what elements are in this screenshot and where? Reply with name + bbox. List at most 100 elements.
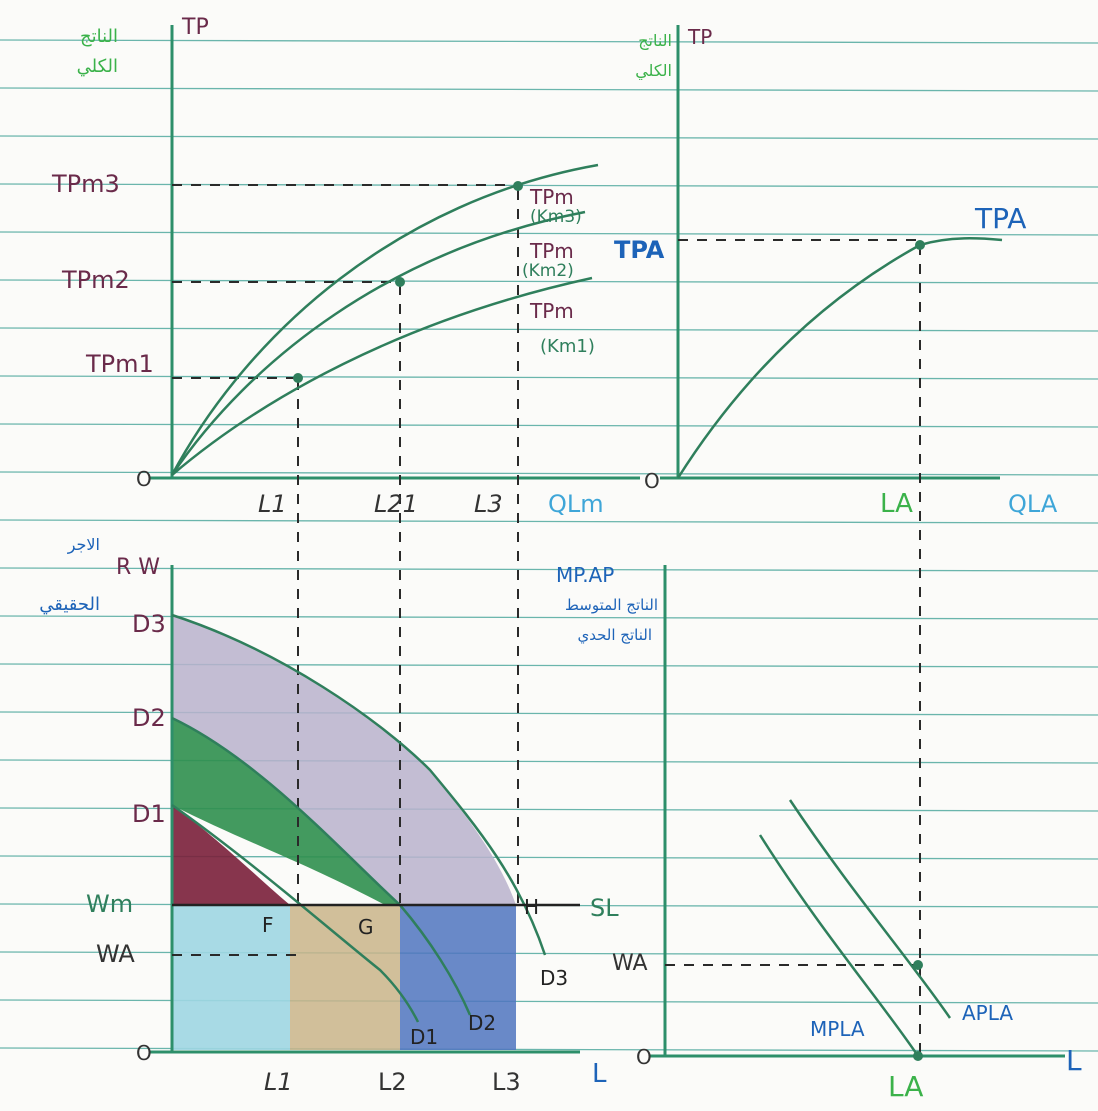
- bl-y-axis-label-ar-1: الاجر: [67, 535, 100, 555]
- br-y-axis-label-ar-2: الناتج الحدي: [578, 626, 653, 645]
- point-tpa: [915, 240, 925, 250]
- supply-label: SL: [590, 894, 619, 922]
- bl-y-tick-d1: D1: [132, 800, 166, 828]
- tr-x-axis-label: QLA: [1008, 490, 1058, 518]
- bl-x-tick-l1: L1: [264, 1068, 293, 1096]
- ruled-line: [0, 519, 1098, 524]
- tr-y-tick-tpa: TPA: [614, 236, 665, 264]
- ruled-line: [0, 135, 1098, 140]
- curve-label-km1-1: TPm: [529, 299, 574, 323]
- labels-top-right: TP الناتج الكلي TPA TPA O LA QLA: [614, 25, 1058, 519]
- region-tan: [290, 905, 400, 1050]
- curve-label-mpla: MPLA: [810, 1017, 865, 1041]
- br-y-axis-label: MP.AP: [556, 563, 614, 587]
- demand-label-d3: D3: [540, 966, 568, 990]
- curve-tpm-km2: [170, 210, 586, 476]
- ruled-line: [0, 471, 1098, 476]
- br-x-axis-label: L: [1066, 1044, 1082, 1077]
- labels-bottom-left: R W الاجر الحقيقي D3 D2 D1 Wm WA O L1 L2…: [39, 535, 619, 1096]
- ruled-line: [0, 375, 1098, 380]
- bl-y-tick-wm: Wm: [86, 890, 133, 918]
- curve-demand-d3: [171, 613, 547, 956]
- ruled-line: [0, 855, 1098, 860]
- ruled-line: [0, 423, 1098, 428]
- curve-label-km3-2: (Km3): [530, 207, 582, 227]
- curve-demand-d1: [171, 803, 420, 1023]
- ruled-line: [0, 951, 1098, 956]
- tr-y-axis-label-ar-2: الكلي: [635, 61, 672, 81]
- bl-x-tick-l3: L3: [492, 1068, 521, 1096]
- curve-label-km2-1: TPm: [529, 239, 574, 263]
- tr-origin: O: [644, 469, 660, 493]
- ruled-line: [0, 615, 1098, 620]
- tl-x-tick-l21: L21: [374, 490, 418, 518]
- ruled-line: [0, 279, 1098, 284]
- demand-label-d2: D2: [468, 1011, 496, 1035]
- curve-tpa: [676, 237, 1003, 479]
- bl-origin: O: [136, 1041, 152, 1065]
- point-la: [913, 1051, 923, 1061]
- tl-y-tick-tpm2: TPm2: [61, 266, 130, 294]
- curve-label-km2-2: (Km2): [522, 261, 574, 281]
- br-x-tick-la: LA: [888, 1070, 923, 1103]
- region-cyan: [172, 905, 290, 1050]
- point-label-h: H: [524, 895, 539, 919]
- bl-y-axis-label: R W: [116, 555, 160, 580]
- shaded-regions: [172, 615, 516, 1050]
- curve-label-apla: APLA: [962, 1001, 1013, 1025]
- curve-tpm-km1: [171, 276, 593, 476]
- tl-x-axis-label: QLm: [548, 490, 604, 518]
- tl-y-tick-tpm3: TPm3: [51, 170, 120, 198]
- point-wa: [913, 960, 923, 970]
- curve-mpla: [758, 834, 920, 1057]
- tl-y-axis-label-ar-1: الناتج: [80, 26, 118, 47]
- tr-x-tick-la: LA: [880, 489, 913, 519]
- points: [293, 181, 925, 1061]
- labels-bottom-right: MP.AP الناتج المتوسط الناتج الحدي WA O L…: [556, 563, 1082, 1103]
- tl-y-axis-label: TP: [181, 15, 209, 40]
- tl-y-tick-tpm1: TPm1: [85, 350, 154, 378]
- axes: [150, 25, 1065, 1058]
- dashed-guides: [172, 184, 921, 1056]
- br-origin: O: [636, 1045, 652, 1069]
- ruled-line: [0, 87, 1098, 92]
- curve-demand-d2: [171, 716, 472, 1016]
- ruled-line: [0, 567, 1098, 572]
- point-tpm1: [293, 373, 303, 383]
- bl-x-axis-label: L: [592, 1059, 607, 1089]
- ruled-line: [0, 39, 1098, 44]
- tl-origin: O: [136, 467, 152, 491]
- tl-y-axis-label-ar-2: الكلي: [77, 56, 118, 77]
- bl-y-axis-label-ar-2: الحقيقي: [39, 594, 100, 615]
- bl-y-tick-d2: D2: [132, 704, 166, 732]
- region-purple-grey: [172, 615, 516, 905]
- region-green: [172, 718, 400, 905]
- tr-y-axis-label: TP: [687, 25, 712, 49]
- ruled-line: [0, 231, 1098, 236]
- labels-top-left: TP الناتج الكلي TPm3 TPm2 TPm1 O L1 L21 …: [51, 15, 604, 518]
- demand-label-d1: D1: [410, 1025, 438, 1049]
- bl-x-tick-l2: L2: [378, 1068, 407, 1096]
- point-label-f: F: [262, 913, 274, 937]
- ruled-line: [0, 999, 1098, 1004]
- tr-curve-label-tpa: TPA: [974, 202, 1026, 235]
- tl-x-tick-l1: L1: [258, 490, 287, 518]
- curve-label-km1-2: (Km1): [540, 336, 595, 357]
- bl-y-tick-wa: WA: [96, 940, 135, 968]
- ruled-line: [0, 327, 1098, 332]
- curve-apla: [788, 799, 952, 1019]
- br-y-tick-wa: WA: [612, 951, 648, 976]
- point-label-g: G: [358, 915, 374, 939]
- ruled-line: [0, 759, 1098, 764]
- region-maroon: [172, 805, 290, 905]
- point-tpm2: [395, 277, 405, 287]
- ruled-line: [0, 663, 1098, 668]
- tl-x-tick-l3: L3: [474, 490, 503, 518]
- tr-y-axis-label-ar-1: الناتج: [638, 31, 672, 50]
- curve-label-km3-1: TPm: [529, 185, 574, 209]
- br-y-axis-label-ar-1: الناتج المتوسط: [565, 596, 658, 614]
- bl-y-tick-d3: D3: [132, 610, 166, 638]
- point-tpm3: [513, 181, 523, 191]
- ruled-line: [0, 183, 1098, 188]
